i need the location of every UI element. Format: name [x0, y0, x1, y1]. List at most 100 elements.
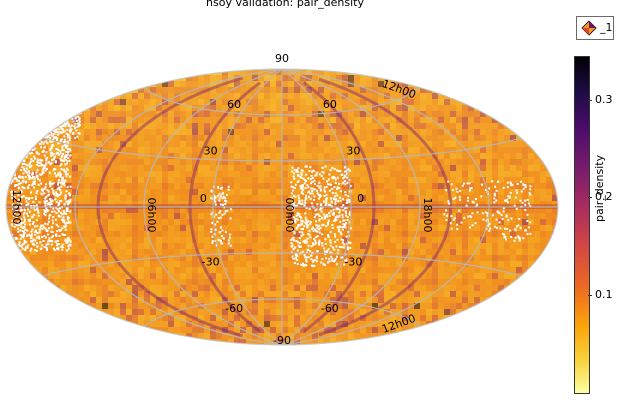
no-data-pixel	[40, 109, 43, 112]
density-pixel	[486, 243, 492, 249]
density-pixel	[492, 135, 498, 141]
density-pixel	[396, 183, 402, 189]
density-pixel	[282, 189, 288, 195]
no-data-pixel	[57, 179, 60, 182]
density-pixel	[138, 225, 144, 231]
density-pixel	[294, 183, 300, 189]
density-pixel	[198, 159, 204, 165]
density-pixel	[216, 213, 222, 219]
density-pixel	[276, 81, 282, 87]
no-data-pixel	[53, 210, 56, 213]
no-data-pixel	[17, 222, 20, 225]
density-pixel	[126, 93, 132, 99]
density-pixel	[102, 243, 108, 249]
no-data-pixel	[61, 146, 64, 149]
density-pixel	[258, 195, 264, 201]
no-data-pixel	[21, 163, 24, 165]
density-pixel	[96, 141, 102, 147]
density-pixel	[174, 165, 180, 171]
no-data-pixel	[327, 234, 330, 236]
density-pixel	[360, 297, 366, 303]
density-pixel	[210, 141, 216, 147]
density-pixel	[504, 147, 510, 153]
density-pixel	[264, 159, 270, 165]
density-pixel	[72, 159, 78, 165]
density-pixel	[540, 219, 546, 225]
density-pixel	[366, 177, 372, 183]
density-pixel	[96, 111, 102, 117]
no-data-pixel	[59, 175, 62, 178]
no-data-pixel	[38, 237, 41, 240]
density-pixel	[54, 171, 60, 177]
no-data-pixel	[315, 173, 318, 176]
no-data-pixel	[290, 181, 293, 184]
no-data-pixel	[329, 169, 332, 172]
no-data-pixel	[36, 245, 39, 248]
density-pixel	[282, 147, 288, 153]
no-data-pixel	[300, 203, 303, 206]
density-pixel	[276, 237, 282, 243]
no-data-pixel	[40, 102, 43, 105]
no-data-pixel	[42, 111, 45, 113]
no-data-pixel	[327, 178, 330, 181]
density-pixel	[456, 195, 462, 201]
no-data-pixel	[15, 178, 18, 181]
density-pixel	[60, 285, 66, 291]
density-pixel	[246, 267, 252, 273]
no-data-pixel	[29, 137, 32, 139]
density-pixel	[450, 105, 456, 111]
density-pixel	[336, 201, 342, 207]
density-pixel	[426, 315, 432, 321]
density-pixel	[138, 117, 144, 123]
density-pixel	[228, 123, 234, 129]
density-pixel	[372, 267, 378, 273]
density-pixel	[120, 135, 126, 141]
density-pixel	[480, 165, 486, 171]
density-pixel	[222, 291, 228, 297]
no-data-pixel	[32, 180, 35, 183]
density-pixel	[258, 81, 264, 87]
density-pixel	[522, 141, 528, 147]
density-pixel	[342, 105, 348, 111]
no-data-pixel	[22, 128, 25, 131]
density-pixel	[204, 165, 210, 171]
density-pixel	[300, 273, 306, 279]
density-pixel	[222, 303, 228, 309]
density-pixel	[186, 315, 192, 321]
density-pixel	[414, 261, 420, 267]
density-pixel	[414, 303, 420, 309]
density-pixel	[348, 93, 354, 99]
density-pixel	[324, 129, 330, 135]
density-pixel	[336, 171, 342, 177]
no-data-pixel	[63, 219, 66, 222]
no-data-pixel	[45, 183, 48, 186]
density-pixel	[198, 129, 204, 135]
density-pixel	[180, 111, 186, 117]
no-data-pixel	[44, 119, 47, 122]
no-data-pixel	[23, 148, 26, 151]
density-pixel	[414, 147, 420, 153]
density-pixel	[486, 249, 492, 255]
density-pixel	[384, 219, 390, 225]
density-pixel	[480, 183, 486, 189]
no-data-pixel	[324, 238, 327, 241]
density-pixel	[144, 297, 150, 303]
density-pixel	[498, 267, 504, 273]
density-pixel	[336, 249, 342, 255]
density-pixel	[330, 303, 336, 309]
no-data-pixel	[344, 191, 347, 194]
no-data-pixel	[26, 229, 29, 232]
no-data-pixel	[46, 249, 48, 252]
density-pixel	[294, 177, 300, 183]
density-pixel	[378, 123, 384, 129]
density-pixel	[210, 165, 216, 171]
density-pixel	[294, 195, 300, 201]
no-data-pixel	[330, 183, 332, 186]
density-pixel	[378, 117, 384, 123]
density-pixel	[372, 273, 378, 279]
no-data-pixel	[312, 259, 315, 262]
density-pixel	[336, 327, 342, 333]
density-pixel	[198, 141, 204, 147]
density-pixel	[234, 249, 240, 255]
